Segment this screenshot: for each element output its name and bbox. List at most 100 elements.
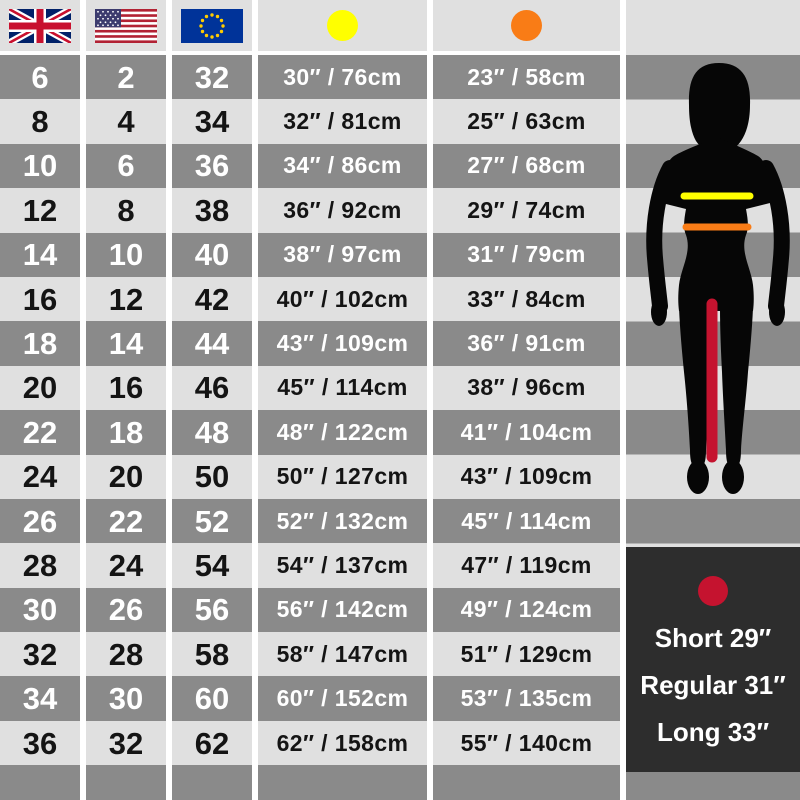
uk-size-cell: 22 <box>0 410 80 455</box>
waist-measure-cell: 38″ / 96cm <box>433 365 620 411</box>
chest-measure-cell: 32″ / 81cm <box>258 99 427 144</box>
inseam-dot-icon <box>698 576 728 606</box>
size-table: 6 2 32 30″ / 76cm 23″ / 58cm 8 4 34 32″ / 81cm 25… <box>0 0 620 800</box>
us-size-cell: 18 <box>86 410 166 455</box>
us-size-cell: 4 <box>86 99 166 144</box>
uk-size-cell: 8 <box>0 99 80 144</box>
eu-size-cell: 48 <box>172 410 252 455</box>
us-size-cell: 8 <box>86 188 166 233</box>
waist-measure-cell: 55″ / 140cm <box>433 720 620 766</box>
filler-cell <box>86 765 166 800</box>
chest-measure-cell: 34″ / 86cm <box>258 143 427 189</box>
eu-flag-icon <box>181 8 243 43</box>
chest-measure-cell: 38″ / 97cm <box>258 232 427 277</box>
filler-cell <box>433 765 620 800</box>
eu-size-cell: 38 <box>172 188 252 233</box>
us-size-cell: 22 <box>86 498 166 544</box>
waist-measure-cell: 41″ / 104cm <box>433 410 620 455</box>
chest-measure-cell: 54″ / 137cm <box>258 543 427 588</box>
uk-size-cell: 16 <box>0 276 80 322</box>
uk-size-cell: 6 <box>0 55 80 100</box>
uk-size-cell: 32 <box>0 632 80 677</box>
us-flag-icon <box>95 8 157 43</box>
header-cell-us <box>86 0 166 55</box>
header-cell-uk <box>0 0 80 55</box>
waist-measure-cell: 27″ / 68cm <box>433 143 620 189</box>
illustration-header-band <box>626 0 800 55</box>
us-flag-stars <box>97 10 119 26</box>
eu-size-cell: 36 <box>172 143 252 189</box>
waist-measure-cell: 47″ / 119cm <box>433 543 620 588</box>
uk-size-cell: 28 <box>0 543 80 588</box>
us-size-cell: 2 <box>86 55 166 100</box>
chest-measure-cell: 48″ / 122cm <box>258 410 427 455</box>
us-size-cell: 20 <box>86 454 166 499</box>
chest-measure-cell: 60″ / 152cm <box>258 676 427 721</box>
eu-flag-stars <box>199 12 225 39</box>
eu-size-cell: 46 <box>172 365 252 411</box>
header-cell-chest <box>258 0 427 55</box>
uk-size-cell: 10 <box>0 143 80 189</box>
inseam-short-label: Short 29″ <box>654 623 772 653</box>
chest-measure-cell: 52″ / 132cm <box>258 498 427 544</box>
us-size-cell: 6 <box>86 143 166 189</box>
uk-size-cell: 18 <box>0 321 80 366</box>
waist-measure-cell: 49″ / 124cm <box>433 587 620 633</box>
header-cell-waist <box>433 0 620 55</box>
inseam-long-label: Long 33″ <box>656 717 770 747</box>
us-size-cell: 10 <box>86 232 166 277</box>
us-size-cell: 14 <box>86 321 166 366</box>
woman-silhouette <box>646 63 790 494</box>
chest-measure-cell: 30″ / 76cm <box>258 55 427 100</box>
uk-flag-icon <box>9 8 71 43</box>
us-size-cell: 28 <box>86 632 166 677</box>
us-size-cell: 30 <box>86 676 166 721</box>
waist-measure-cell: 53″ / 135cm <box>433 676 620 721</box>
us-size-cell: 26 <box>86 587 166 633</box>
eu-size-cell: 60 <box>172 676 252 721</box>
chest-measure-cell: 50″ / 127cm <box>258 454 427 499</box>
eu-size-cell: 32 <box>172 55 252 100</box>
chest-measure-cell: 45″ / 114cm <box>258 365 427 411</box>
us-size-cell: 12 <box>86 276 166 322</box>
chest-measure-cell: 58″ / 147cm <box>258 632 427 677</box>
eu-size-cell: 40 <box>172 232 252 277</box>
uk-size-cell: 34 <box>0 676 80 721</box>
waist-measure-cell: 33″ / 84cm <box>433 276 620 322</box>
header-cell-eu <box>172 0 252 55</box>
chest-measure-cell: 43″ / 109cm <box>258 321 427 366</box>
waist-measure-cell: 51″ / 129cm <box>433 632 620 677</box>
us-size-cell: 32 <box>86 720 166 766</box>
eu-size-cell: 52 <box>172 498 252 544</box>
us-size-cell: 24 <box>86 543 166 588</box>
uk-size-cell: 14 <box>0 232 80 277</box>
filler-cell <box>172 765 252 800</box>
waist-measure-cell: 31″ / 79cm <box>433 232 620 277</box>
filler-cell <box>258 765 427 800</box>
uk-size-cell: 12 <box>0 188 80 233</box>
illustration-column: Short 29″ Regular 31″ Long 33″ <box>626 0 800 800</box>
uk-size-cell: 24 <box>0 454 80 499</box>
chest-measure-cell: 62″ / 158cm <box>258 720 427 766</box>
waist-dot-icon <box>511 10 542 41</box>
us-size-cell: 16 <box>86 365 166 411</box>
uk-size-cell: 20 <box>0 365 80 411</box>
waist-measure-cell: 29″ / 74cm <box>433 188 620 233</box>
eu-size-cell: 58 <box>172 632 252 677</box>
chest-dot-icon <box>327 10 358 41</box>
uk-size-cell: 36 <box>0 720 80 766</box>
eu-size-cell: 56 <box>172 587 252 633</box>
waist-measure-cell: 25″ / 63cm <box>433 99 620 144</box>
eu-size-cell: 62 <box>172 720 252 766</box>
waist-measure-cell: 23″ / 58cm <box>433 55 620 100</box>
eu-size-cell: 50 <box>172 454 252 499</box>
silhouette-body <box>646 63 790 494</box>
inseam-regular-label: Regular 31″ <box>640 670 786 700</box>
uk-size-cell: 30 <box>0 587 80 633</box>
eu-size-cell: 54 <box>172 543 252 588</box>
eu-size-cell: 42 <box>172 276 252 322</box>
inseam-legend-panel: Short 29″ Regular 31″ Long 33″ <box>626 547 800 772</box>
waist-measure-cell: 45″ / 114cm <box>433 498 620 544</box>
waist-measure-cell: 36″ / 91cm <box>433 321 620 366</box>
